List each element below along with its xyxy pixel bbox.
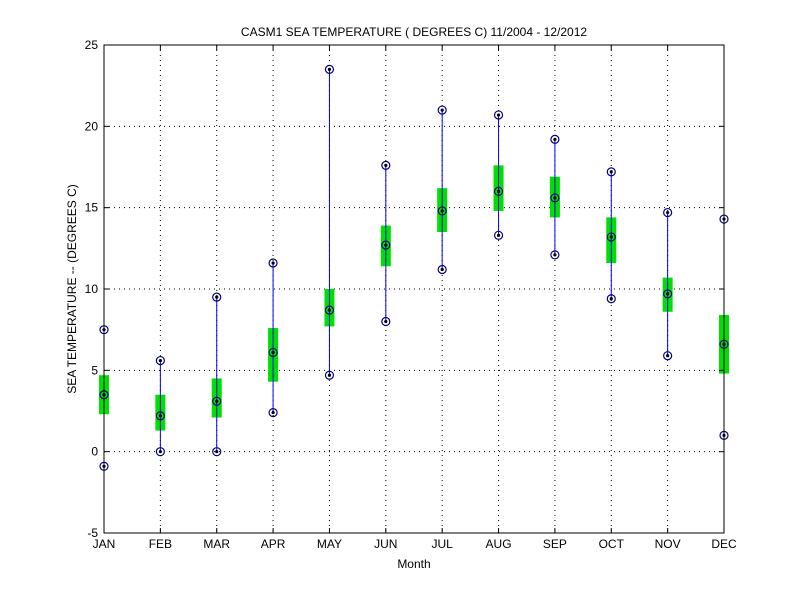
max-dot — [440, 108, 444, 112]
grid — [104, 45, 724, 533]
x-tick-label: FEB — [149, 537, 172, 551]
mean-marker-jun — [381, 240, 391, 250]
mean-dot — [440, 209, 444, 213]
x-tick-label: DEC — [711, 537, 737, 551]
mean-dot — [384, 243, 388, 247]
min-dot — [553, 253, 557, 257]
x-axis-label: Month — [397, 557, 430, 571]
mean-marker-aug — [493, 186, 504, 196]
min-marker-sep — [550, 250, 560, 260]
mean-marker-oct — [606, 232, 616, 242]
x-tick-label: APR — [261, 537, 286, 551]
min-dot — [215, 450, 219, 454]
max-dot — [215, 295, 219, 299]
y-tick-label: 20 — [85, 119, 99, 133]
mean-dot — [609, 235, 613, 239]
min-marker-apr — [268, 408, 278, 418]
min-marker-aug — [493, 230, 504, 240]
min-marker-oct — [606, 294, 616, 304]
min-marker-jul — [437, 264, 447, 275]
x-tick-label: AUG — [486, 537, 512, 551]
max-dot — [384, 163, 388, 167]
max-marker-jun — [381, 160, 391, 170]
min-marker-mar — [212, 447, 222, 457]
max-marker-feb — [155, 355, 165, 366]
min-dot — [327, 373, 332, 377]
mean-marker-nov — [663, 289, 673, 299]
mean-marker-mar — [212, 396, 222, 406]
min-marker-nov — [663, 351, 673, 361]
y-axis-label: SEA TEMPERATURE -- (DEGREES C) — [65, 184, 79, 394]
y-tick-label: 0 — [91, 445, 98, 459]
max-marker-may — [324, 64, 335, 75]
y-tick-label: 25 — [85, 38, 99, 52]
min-marker-may — [324, 370, 335, 380]
max-dot — [271, 261, 275, 265]
min-dot — [158, 450, 162, 454]
max-dot — [327, 67, 332, 71]
mean-marker-may — [324, 305, 335, 315]
y-tick-label: -5 — [87, 526, 98, 540]
max-marker-mar — [212, 292, 222, 302]
min-dot — [496, 233, 501, 237]
x-tick-label: SEP — [543, 537, 567, 551]
mean-marker-apr — [268, 347, 278, 358]
max-marker-jul — [437, 105, 447, 115]
max-marker-nov — [663, 207, 673, 218]
min-marker-feb — [155, 447, 165, 457]
max-dot — [553, 137, 557, 141]
mean-dot — [496, 189, 501, 193]
min-dot — [384, 319, 388, 324]
mean-dot — [553, 196, 557, 200]
x-tick-label: JUN — [374, 537, 397, 551]
max-marker-aug — [493, 110, 504, 120]
max-marker-apr — [268, 258, 278, 268]
axes: -5 0 5 10 15 20 25 JAN FEB MAR APR MAY JUN JUL AUG SEP O… — [85, 38, 737, 551]
mean-dot — [158, 414, 162, 418]
mean-dot — [666, 292, 670, 296]
min-dot — [666, 354, 670, 358]
max-dot — [496, 113, 501, 117]
max-dot — [609, 170, 613, 174]
x-tick-label: NOV — [655, 537, 681, 551]
min-dot — [440, 267, 444, 272]
max-dot — [158, 358, 162, 363]
x-tick-label: OCT — [599, 537, 625, 551]
marks — [99, 64, 729, 471]
max-dot — [666, 210, 670, 215]
min-marker-jun — [381, 316, 391, 327]
y-tick-label: 10 — [85, 282, 99, 296]
y-tick-label: 5 — [91, 363, 98, 377]
max-marker-sep — [550, 134, 560, 144]
mean-marker-sep — [550, 193, 560, 203]
chart-title: CASM1 SEA TEMPERATURE ( DEGREES C) 11/20… — [241, 25, 587, 39]
mean-dot — [215, 399, 219, 403]
mean-dot — [327, 308, 332, 312]
min-dot — [271, 411, 275, 415]
y-tick-label: 15 — [85, 201, 99, 215]
x-tick-label: JUL — [432, 537, 454, 551]
mean-dot — [271, 350, 275, 355]
mean-marker-feb — [155, 411, 165, 421]
x-tick-label: MAY — [317, 537, 342, 551]
max-marker-oct — [606, 167, 616, 177]
min-dot — [609, 297, 613, 301]
mean-marker-jul — [437, 206, 447, 216]
x-tick-label: MAR — [203, 537, 230, 551]
x-tick-label: JAN — [93, 537, 116, 551]
